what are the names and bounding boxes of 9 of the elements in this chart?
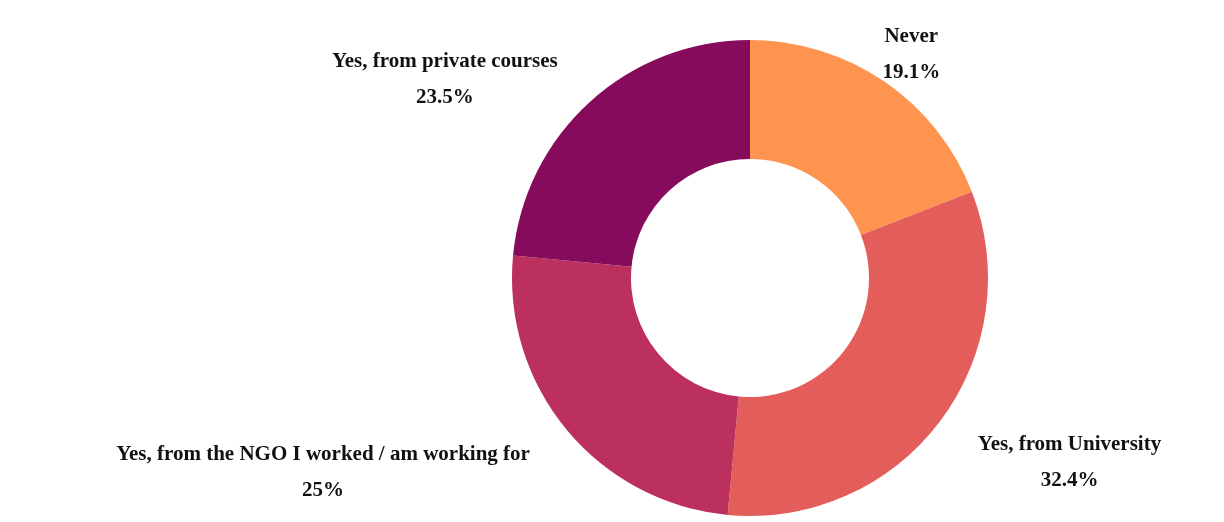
donut-slice [750,40,972,235]
data-label: 19.1% [882,59,941,84]
slice-label: Yes, from private courses [331,47,558,72]
data-label: 25% [302,477,345,502]
slice-label: Yes, from University [977,431,1162,456]
slice-label: Yes, from the NGO I worked / am working for [116,441,530,466]
slice-label: Never [884,23,939,48]
data-label: 32.4% [1040,467,1099,492]
data-label: 23.5% [415,83,474,108]
